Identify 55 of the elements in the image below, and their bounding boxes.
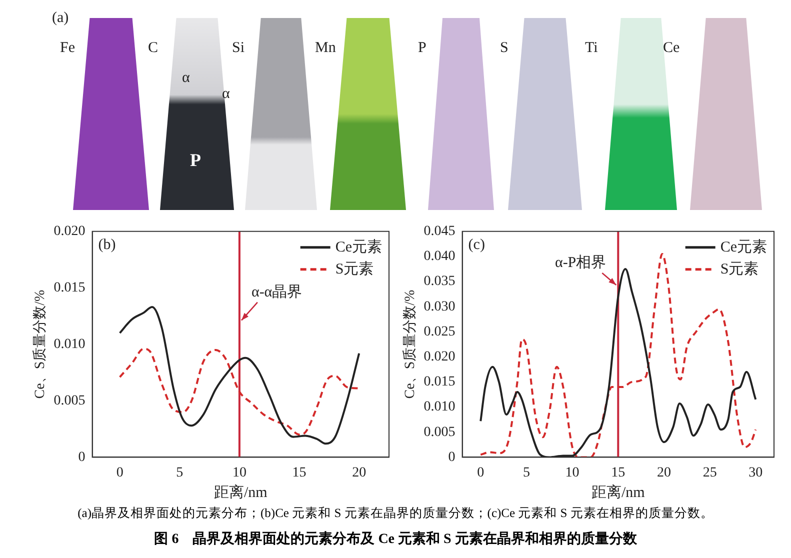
legend-label: S元素 <box>335 260 374 278</box>
y-tick-label: 0.010 <box>424 400 456 415</box>
text: Mn <box>315 40 336 57</box>
y-tick-label: 0.020 <box>424 350 456 365</box>
x-tick-label: 15 <box>611 465 626 480</box>
x-tick-label: 20 <box>352 465 366 480</box>
y-tick-label: 0.020 <box>54 224 86 240</box>
ref-line-label: α-α晶界 <box>251 284 302 300</box>
text: 图 6 晶界及相界面处的元素分布及 Ce 元素和 S 元素在晶界和相界的质量分数 <box>153 530 638 548</box>
x-tick-label: 25 <box>702 465 717 480</box>
y-tick-label: 0.030 <box>424 299 456 314</box>
line-series <box>118 348 360 436</box>
y-tick-label: 0.035 <box>424 274 456 290</box>
text: Ti <box>585 40 598 57</box>
text: Si <box>232 40 245 57</box>
y-tick-label: 0.005 <box>54 393 86 408</box>
x-tick-label: 15 <box>292 465 306 480</box>
x-tick-label: 5 <box>176 465 184 480</box>
y-tick-label: 0.015 <box>54 280 86 296</box>
x-tick-label: 0 <box>477 465 484 480</box>
y-tick-label: 0.040 <box>424 249 456 264</box>
x-tick-label: 0 <box>116 465 124 480</box>
x-axis-title: 距离/nm <box>591 484 646 501</box>
x-axis-title: 距离/nm <box>214 484 268 501</box>
y-tick-label: 0.015 <box>424 374 456 390</box>
legend-label: Ce元素 <box>335 238 382 256</box>
y-tick-label: 0 <box>448 450 456 465</box>
y-tick-label: 0.045 <box>424 224 456 240</box>
x-tick-label: 20 <box>656 465 671 480</box>
legend-label: Ce元素 <box>720 238 768 256</box>
text: P <box>418 40 426 57</box>
y-axis-title: Ce、S质量分数/% <box>32 290 48 399</box>
x-tick-label: 5 <box>522 465 530 480</box>
x-tick-label: 10 <box>565 465 580 480</box>
text: Ce <box>663 40 680 57</box>
annotation: (b) <box>98 236 116 253</box>
text: S <box>500 40 508 57</box>
x-tick-label: 10 <box>232 465 246 480</box>
text: α <box>182 70 190 87</box>
line-series <box>118 306 360 445</box>
text: C <box>148 40 158 57</box>
x-tick-label: 30 <box>748 465 763 480</box>
y-axis-title: Ce、S质量分数/% <box>402 290 418 399</box>
annotation: (c) <box>468 236 485 253</box>
text: Fe <box>60 40 75 57</box>
y-tick-label: 0.005 <box>424 424 456 440</box>
y-tick-label: 0.010 <box>54 336 86 352</box>
text: P <box>190 150 201 171</box>
y-tick-label: 0.025 <box>424 324 456 340</box>
ref-line-label: α-P相界 <box>554 254 606 271</box>
text: (a)晶界及相界面处的元素分布；(b)Ce 元素和 S 元素在晶界的质量分数；(c)Ce 元素和 S 元素在相界的质量分数。 <box>76 505 714 522</box>
text: α <box>222 86 230 103</box>
text: (a) <box>52 10 69 27</box>
y-tick-label: 0 <box>78 450 86 465</box>
legend-label: S元素 <box>720 260 759 278</box>
